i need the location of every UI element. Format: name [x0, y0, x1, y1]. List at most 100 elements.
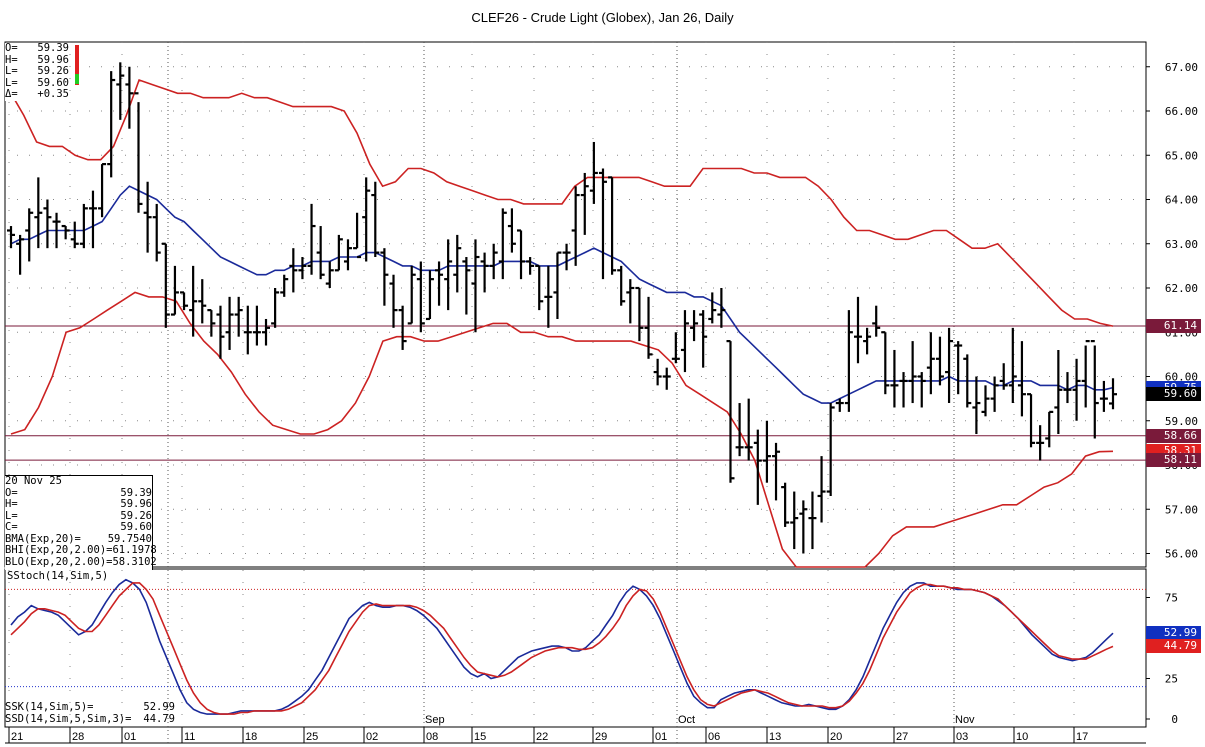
ohlc-bar [954, 341, 963, 395]
date-tick-label: 06 [708, 731, 720, 743]
ohlc-bar [617, 265, 626, 306]
price-tick-label: 63.00 [1165, 238, 1198, 251]
date-tick-label: 01 [124, 731, 136, 743]
ohlc-bar [799, 500, 808, 554]
data-window-row: O= 59.39 [5, 486, 152, 499]
date-tick-label: 21 [11, 731, 23, 743]
ohlc-bar [753, 429, 762, 505]
ohlc-bar [990, 376, 999, 412]
date-tick-label: 11 [184, 731, 195, 743]
ohlc-bar [1036, 425, 1045, 461]
data-window-box: 20 Nov 25 O= 59.39 H= 59.96 L= 59.26 C= 59.6… [5, 475, 157, 570]
price-tick-label: 64.00 [1165, 194, 1198, 207]
ohlc-bar [853, 296, 862, 364]
date-tick-label: 27 [896, 731, 908, 743]
ohlc-bar [180, 291, 189, 311]
ohlc-bar [1063, 372, 1072, 404]
price-tick-label: 66.00 [1165, 105, 1198, 118]
price-value-badge: 58.11 [1146, 453, 1201, 468]
ohlc-bar [362, 177, 371, 262]
ohlc-bar [262, 318, 271, 346]
ohlc-bar [398, 305, 407, 350]
ohlc-bar [1099, 380, 1108, 412]
ohlc-bar [125, 66, 134, 129]
date-tick-label: 10 [1016, 731, 1028, 743]
ohlc-bar [635, 286, 644, 342]
ohlc-bar [917, 372, 926, 408]
ohlc-bar [1081, 340, 1090, 408]
ohlc-bar [198, 279, 207, 324]
ohlc-bar [480, 252, 489, 293]
bma-line [10, 185, 1114, 404]
ohlc-bar [826, 403, 835, 496]
stoch-value-row: SSK(14,Sim,5)= 52.99 [5, 701, 175, 713]
ohlc-bar [298, 257, 307, 280]
ohlc-bar [16, 234, 25, 275]
date-tick-label: 13 [769, 731, 781, 743]
ohlc-bar [1008, 327, 1017, 404]
data-window-row: BMA(Exp,20)= 59.7540 [5, 532, 152, 545]
ohlc-bar [289, 248, 298, 293]
ohlc-bar [589, 141, 598, 204]
ohlc-bar [872, 305, 881, 337]
ohlc-bar [999, 363, 1008, 390]
data-window-row: BHI(Exp,20,2.00)= 61.1978 [5, 544, 157, 556]
ohlc-bar [25, 208, 34, 262]
bollinger-bands [10, 78, 1114, 568]
ohlc-bar [1054, 349, 1063, 435]
month-label: Oct [678, 714, 695, 726]
price-value-badge: 58.66 [1146, 428, 1201, 443]
data-window-date: 20 Nov 25 [5, 475, 62, 487]
date-tick-label: 17 [1076, 731, 1088, 743]
date-tick-label: 25 [306, 731, 318, 743]
ohlc-bar [808, 491, 817, 550]
ohlc-bar [608, 176, 617, 275]
ohlc-row: Δ= +0.35 [5, 88, 69, 100]
ohlc-bar [498, 208, 507, 280]
ohlc-bar [307, 203, 316, 275]
ohlc-bar [207, 309, 216, 337]
month-label: Nov [955, 714, 975, 726]
data-window-row: BLO(Exp,20,2.00)= 58.3102 [5, 555, 157, 568]
ohlc-bar [781, 482, 790, 527]
price-bars [7, 62, 1117, 554]
ohlc-range-swatch [75, 45, 79, 85]
ohlc-bar [134, 92, 143, 213]
ohlc-bar [143, 181, 152, 253]
ohlc-bar [243, 305, 252, 355]
price-panel-frame [4, 41, 1147, 568]
stoch-value-row: SSD(14,Sim,5,Sim,3)= 44.79 [5, 712, 175, 725]
ohlc-bar [371, 181, 380, 258]
ohlc-bar [407, 265, 416, 325]
ohlc-bar [444, 239, 453, 311]
ohlc-bar [471, 239, 480, 333]
ohlc-bar [152, 203, 161, 262]
ohlc-bar [535, 264, 544, 311]
ohlc-bar [507, 208, 516, 253]
ohlc-bar [626, 279, 635, 324]
ohlc-bar [662, 367, 671, 390]
ohlc-bar [544, 265, 553, 328]
ohlc-bar [817, 456, 826, 523]
lower-bollinger-band [10, 291, 1114, 568]
date-tick-label: 29 [595, 731, 607, 743]
date-tick-label: 03 [956, 731, 968, 743]
ohlc-bar [389, 274, 398, 328]
ohlc-bar [699, 310, 708, 368]
ohlc-bar [926, 332, 935, 395]
ohlc-row: H= 59.96 [5, 53, 69, 66]
ohlc-bar [52, 212, 61, 249]
ohlc-bar [553, 251, 562, 319]
ohlc-bar [88, 190, 97, 249]
ohlc-bar [881, 331, 890, 395]
date-tick-label: 28 [72, 731, 84, 743]
ohlc-bar [562, 243, 571, 271]
ohlc-bar [708, 292, 717, 324]
ohlc-bar [280, 274, 289, 297]
ohlc-row: L= 59.26 [5, 65, 69, 77]
date-tick-label: 22 [536, 731, 548, 743]
ohlc-bar [981, 385, 990, 417]
ohlc-bar [79, 203, 88, 249]
ohlc-bar [526, 257, 535, 275]
